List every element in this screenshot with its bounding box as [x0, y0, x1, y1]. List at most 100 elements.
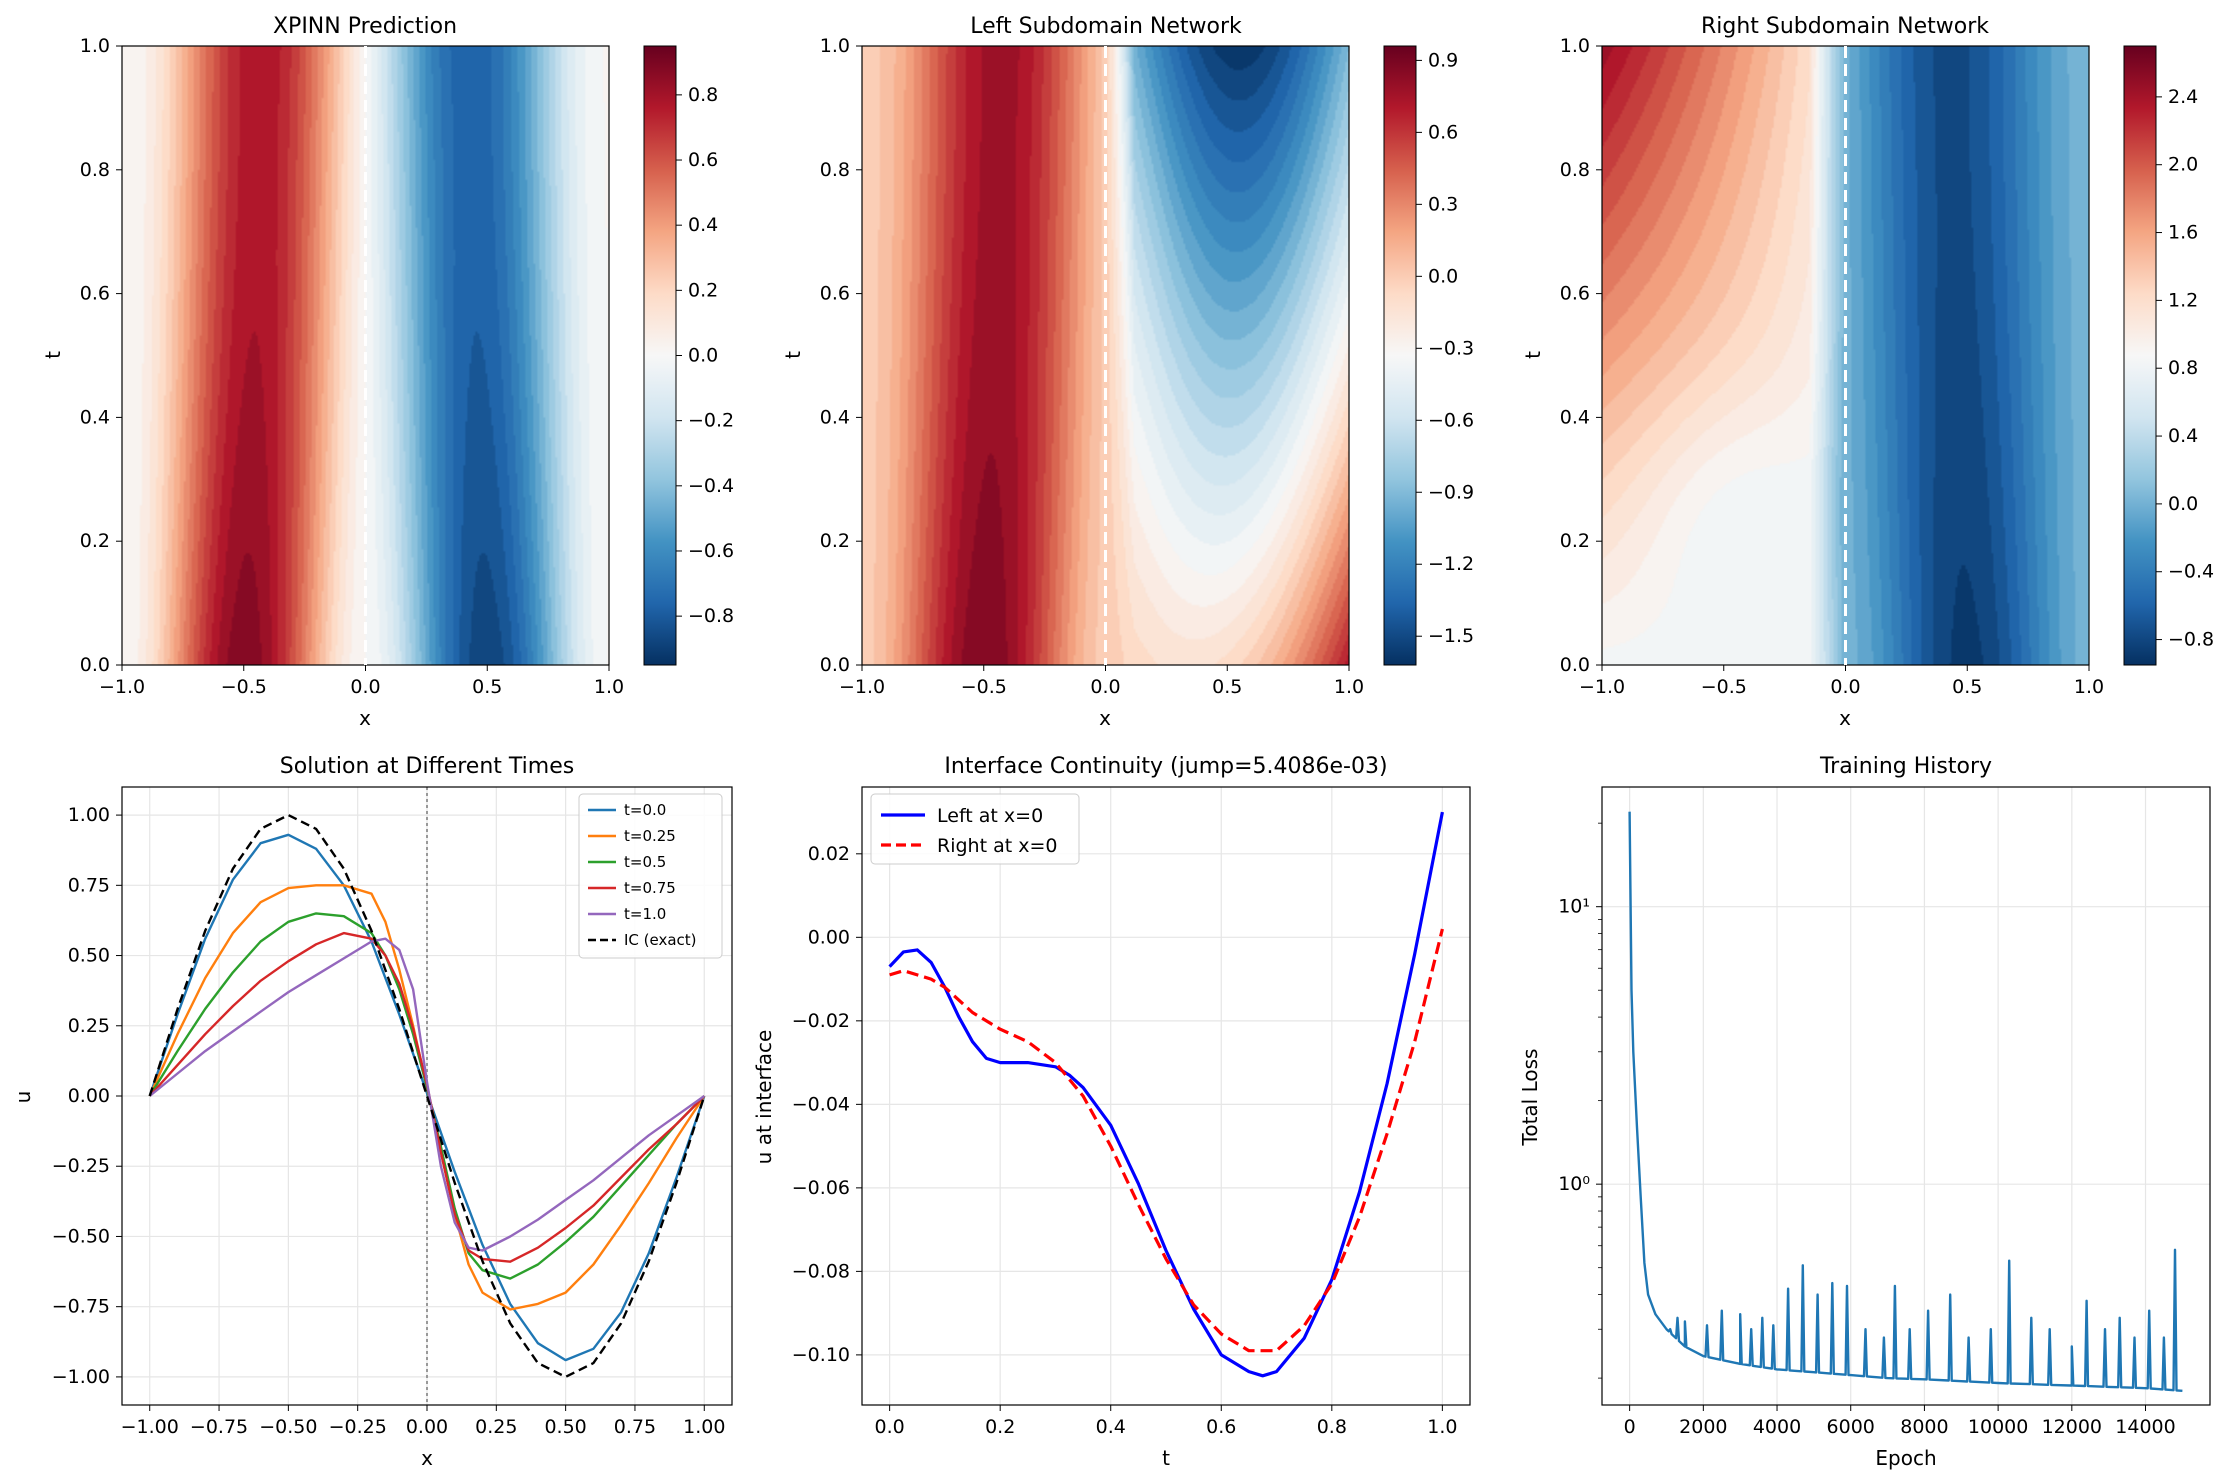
y-tick-label: 10⁰ — [1558, 1173, 1590, 1195]
x-tick-label: 4000 — [1753, 1416, 1801, 1438]
y-tick-label: 0.02 — [808, 843, 850, 865]
x-tick-label: 0.5 — [472, 676, 502, 698]
colorbar-tick-label: 1.6 — [2168, 222, 2198, 244]
y-tick-label: 0.2 — [1560, 530, 1590, 552]
colorbar-tick-label: 0.6 — [688, 149, 718, 171]
colorbar-tick-label: 0.0 — [2168, 493, 2198, 515]
x-axis-label: x — [1099, 706, 1111, 730]
x-tick-label: 0.8 — [1317, 1416, 1347, 1438]
y-tick-label: 0.8 — [820, 159, 850, 181]
x-tick-label: −0.75 — [190, 1416, 248, 1438]
legend-box — [870, 793, 1080, 865]
legend-entry: Right at x=0 — [881, 835, 1057, 857]
colorbar-scale — [2123, 45, 2157, 666]
plot-area: 0 2000 4000 6000 8000 10000 12000 14000 10⁰ 10¹ — [1558, 786, 2211, 1438]
y-axis-label: t — [1521, 351, 1545, 359]
y-tick-label: 0.0 — [820, 654, 850, 676]
panel-title: Training History — [1819, 754, 1992, 779]
y-tick-label: −0.10 — [792, 1344, 850, 1366]
legend-entry: IC (exact) — [588, 931, 697, 949]
series-line — [148, 813, 706, 1379]
x-tick-label: 0.4 — [1096, 1416, 1126, 1438]
colorbar-tick-label: −0.4 — [2168, 561, 2214, 583]
y-tick-label: 0.4 — [820, 406, 850, 428]
panel-left-subdomain: Left Subdomain Network −1.0 −0.5 0.0 0.5… — [781, 14, 1474, 730]
y-tick-label: −0.04 — [792, 1093, 850, 1115]
x-axis-label: t — [1162, 1446, 1170, 1470]
y-tick-label: 0.75 — [68, 874, 110, 896]
colorbar: −0.8 −0.4 0.0 0.4 0.8 1.2 1.6 2.0 2.4 — [2123, 45, 2214, 666]
x-tick-label: 8000 — [1900, 1416, 1948, 1438]
x-tick-label: 0.0 — [1830, 676, 1860, 698]
y-tick-label: 0.0 — [1560, 654, 1590, 676]
colorbar-scale — [643, 45, 677, 666]
x-tick-label: 1.0 — [1334, 676, 1364, 698]
x-tick-label: 1.0 — [594, 676, 624, 698]
y-tick-label: −0.08 — [792, 1260, 850, 1282]
panel-interface-continuity: Interface Continuity (jump=5.4086e-03) 0… — [752, 754, 1471, 1470]
x-tick-label: 10000 — [1968, 1416, 2028, 1438]
y-axis-label: t — [781, 351, 805, 359]
x-axis-ticks: −1.0 −0.5 0.0 0.5 1.0 — [839, 665, 1364, 698]
colorbar-tick-label: 0.0 — [688, 345, 718, 367]
y-tick-label: 0.8 — [80, 159, 110, 181]
y-axis-ticks: 0.0 0.2 0.4 0.6 0.8 1.0 — [820, 35, 862, 676]
panel-title: Right Subdomain Network — [1701, 14, 1989, 39]
panel-solution-times: Solution at Different Times −1.00 −0.75 −0… — [11, 754, 733, 1470]
x-tick-label: 1.0 — [2074, 676, 2104, 698]
y-tick-label: −0.06 — [792, 1177, 850, 1199]
y-tick-label: 0.6 — [1560, 283, 1590, 305]
colorbar-tick-label: 0.4 — [688, 214, 718, 236]
axes-frame — [1601, 786, 2211, 1406]
x-tick-label: 1.0 — [1427, 1416, 1457, 1438]
series-line — [889, 928, 1444, 1353]
legend-label: t=1.0 — [624, 905, 666, 923]
x-tick-label: 0.5 — [1952, 676, 1982, 698]
x-tick-label: 0.50 — [544, 1416, 586, 1438]
colorbar-tick-label: −0.2 — [688, 410, 734, 432]
x-tick-label: 0.0 — [1090, 676, 1120, 698]
colorbar-tick-label: 2.0 — [2168, 154, 2198, 176]
panel-title: Solution at Different Times — [280, 754, 574, 779]
x-tick-label: −0.25 — [329, 1416, 387, 1438]
axes-frame — [861, 786, 1471, 1406]
colorbar-tick-label: −0.8 — [2168, 629, 2214, 651]
colorbar-tick-label: 0.6 — [1428, 121, 1458, 143]
legend-entry: t=0.0 — [588, 801, 666, 819]
plot-area: 0.0 0.2 0.4 0.6 0.8 1.0 −0.10 −0.08 −0.06 −0.04 −0… — [792, 786, 1471, 1438]
y-tick-label: 0.00 — [808, 926, 850, 948]
colorbar: −1.5 −1.2 −0.9 −0.6 −0.3 0.0 0.3 0.6 0.9 — [1383, 45, 1474, 666]
y-tick-label: 0.2 — [80, 530, 110, 552]
y-axis-ticks: 0.0 0.2 0.4 0.6 0.8 1.0 — [80, 35, 122, 676]
colorbar-tick-label: 1.2 — [2168, 289, 2198, 311]
legend-entry: t=0.25 — [588, 827, 676, 845]
colorbar-tick-label: 0.2 — [688, 279, 718, 301]
legend: Left at x=0 Right at x=0 — [870, 793, 1080, 865]
y-tick-label: 1.0 — [80, 35, 110, 57]
x-tick-label: 6000 — [1827, 1416, 1875, 1438]
plot-area: −1.00 −0.75 −0.50 −0.25 0.00 0.25 0.50 0.75 1.00… — [52, 786, 733, 1438]
x-tick-label: −0.5 — [1701, 676, 1747, 698]
y-tick-label: −0.75 — [52, 1296, 110, 1318]
panel-title: Left Subdomain Network — [970, 14, 1242, 39]
colorbar-tick-label: −0.8 — [688, 605, 734, 627]
y-tick-label: 0.50 — [68, 945, 110, 967]
y-tick-label: 10¹ — [1558, 896, 1590, 918]
legend-label: IC (exact) — [624, 931, 697, 949]
x-tick-label: 0.25 — [475, 1416, 517, 1438]
y-tick-label: 1.0 — [1560, 35, 1590, 57]
y-tick-label: 0.8 — [1560, 159, 1590, 181]
panel-training-history: Training History 0 2000 4000 6000 8000 10000 1… — [1518, 754, 2211, 1470]
x-tick-label: 0.2 — [985, 1416, 1015, 1438]
x-tick-label: −1.00 — [121, 1416, 179, 1438]
x-tick-label: 1.00 — [683, 1416, 725, 1438]
y-tick-label: 0.4 — [1560, 406, 1590, 428]
panel-title: Interface Continuity (jump=5.4086e-03) — [944, 754, 1387, 779]
legend-label: Left at x=0 — [937, 805, 1043, 827]
legend-label: Right at x=0 — [937, 835, 1057, 857]
y-tick-label: 1.00 — [68, 804, 110, 826]
legend-label: t=0.25 — [624, 827, 676, 845]
x-tick-label: 14000 — [2115, 1416, 2175, 1438]
legend-entry: t=0.75 — [588, 879, 676, 897]
y-tick-label: 0.25 — [68, 1015, 110, 1037]
